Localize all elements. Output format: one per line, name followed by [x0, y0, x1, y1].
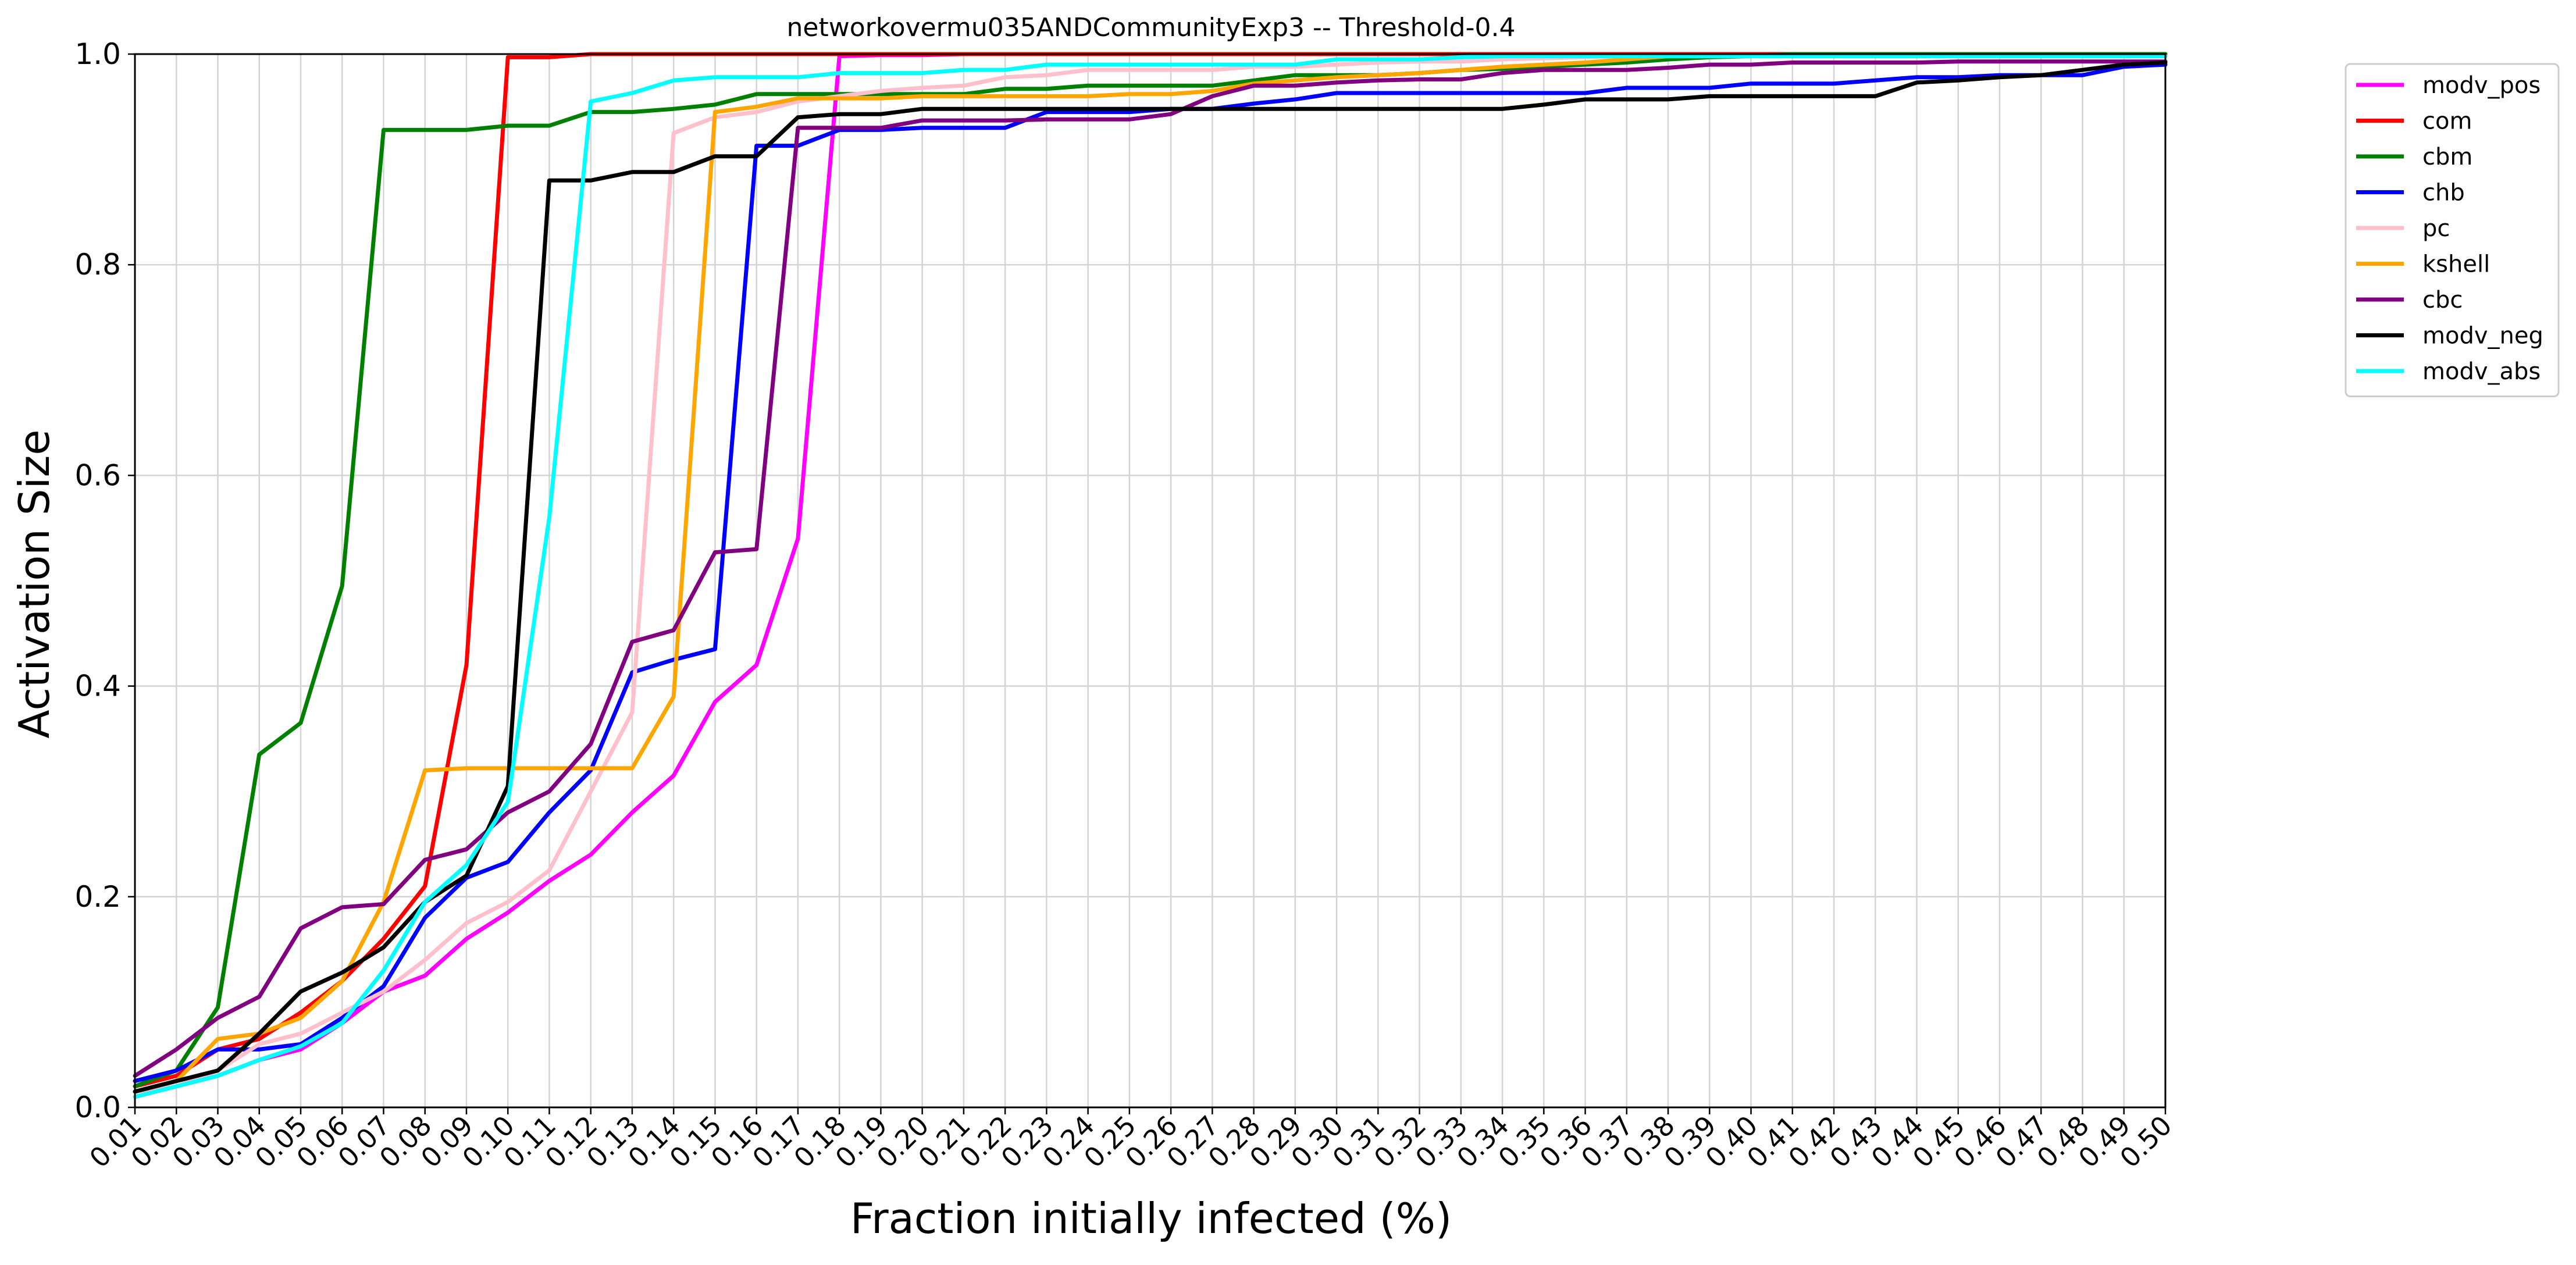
- series-line-cbc: [133, 59, 2168, 1078]
- legend-label: modv_pos: [2422, 72, 2541, 99]
- chart-title: networkovermu035ANDCommunityExp3 -- Thre…: [787, 13, 1516, 42]
- y-axis-label: Activation Size: [10, 429, 59, 738]
- legend-label: com: [2422, 108, 2472, 135]
- legend-label: pc: [2422, 215, 2450, 242]
- legend-label: modv_neg: [2422, 323, 2543, 350]
- series-line-modv-neg: [133, 60, 2168, 1094]
- legend-label: kshell: [2422, 251, 2490, 278]
- legend-label: modv_abs: [2422, 358, 2541, 385]
- legend-label: chb: [2422, 180, 2465, 206]
- legend-box: [2345, 63, 2560, 397]
- legend-label: cbm: [2422, 144, 2472, 170]
- y-tick-label: 1.0: [74, 37, 121, 71]
- y-tick-label: 0.2: [74, 880, 121, 914]
- y-tick-label: 0.4: [74, 669, 121, 703]
- x-axis-label: Fraction initially infected (%): [850, 1194, 1452, 1243]
- series-lines: [133, 52, 2168, 1099]
- legend-label: cbc: [2422, 287, 2463, 313]
- y-tick-label: 0.8: [74, 248, 121, 281]
- plot-frame: [134, 53, 2167, 1109]
- series-line-modv-abs: [133, 54, 2168, 1099]
- y-tick-label: 0.6: [74, 458, 121, 492]
- y-tick-label: 0.0: [74, 1091, 121, 1124]
